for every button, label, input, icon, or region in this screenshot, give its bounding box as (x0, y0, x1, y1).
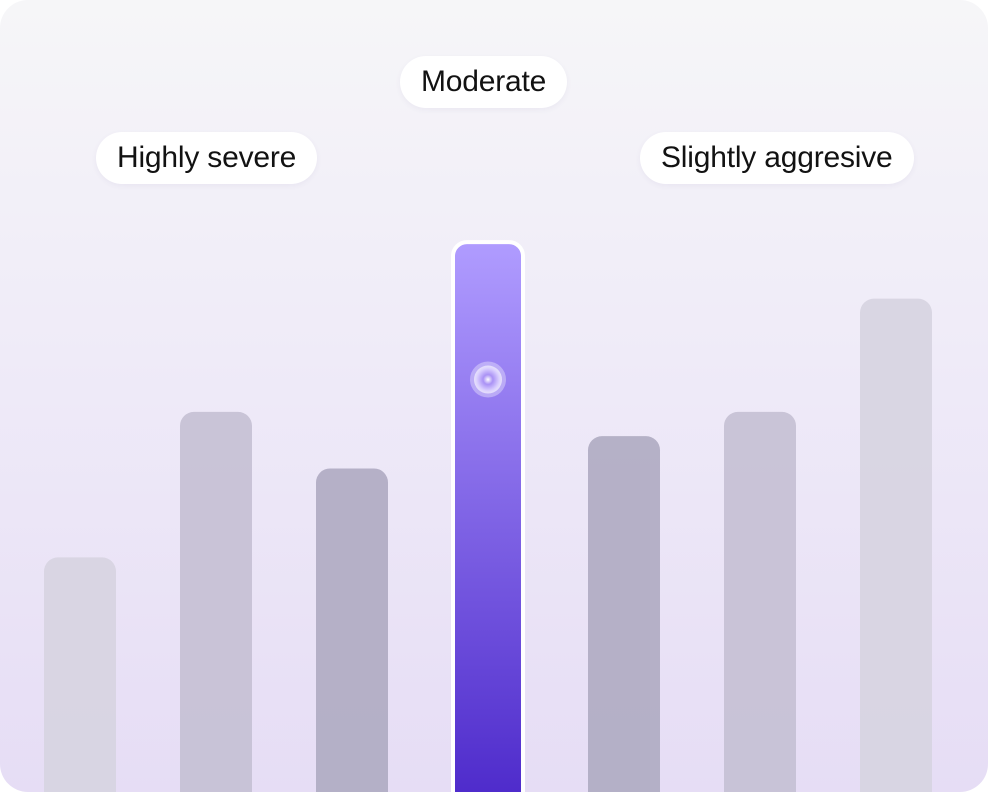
bar-7 (860, 298, 932, 792)
threshold-marker[interactable] (474, 365, 502, 394)
annotation-highly-severe: Highly severe (96, 132, 318, 184)
annotation-moderate: Moderate (400, 56, 568, 108)
bar-5 (588, 436, 660, 792)
bar-highlighted (451, 240, 525, 792)
threshold-layer (88, 361, 906, 398)
bar-1 (44, 557, 116, 792)
bar-3 (316, 468, 388, 792)
bar-6 (724, 411, 796, 792)
bar-2 (180, 411, 252, 792)
annotation-slightly-aggresive: Slightly aggresive (640, 132, 914, 184)
bars-layer (44, 240, 932, 792)
